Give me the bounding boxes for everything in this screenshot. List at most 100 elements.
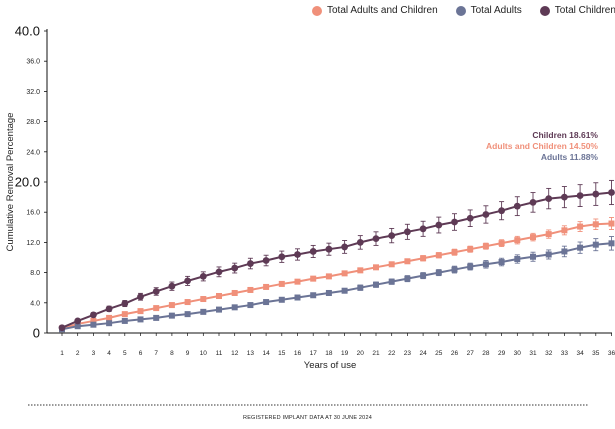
legend-label-adults: Total Adults <box>470 5 522 16</box>
data-point <box>106 320 113 327</box>
x-tick-label: 4 <box>107 350 111 357</box>
data-point <box>325 289 332 296</box>
y-tick-label: 16.0 <box>26 210 40 217</box>
x-tick-label: 27 <box>467 350 475 357</box>
data-point <box>106 314 113 321</box>
data-point <box>435 252 442 259</box>
data-point <box>482 261 489 268</box>
data-point <box>231 264 239 272</box>
data-point <box>215 268 223 276</box>
x-tick-label: 17 <box>310 350 318 357</box>
data-point <box>545 251 552 258</box>
x-tick-label: 2 <box>76 350 80 357</box>
x-tick-label: 20 <box>357 350 365 357</box>
data-point <box>74 323 81 330</box>
data-point <box>90 317 97 324</box>
data-point <box>325 273 332 280</box>
y-tick-label: 4.0 <box>30 300 40 307</box>
y-axis-title: Cumulative Removal Percentage <box>5 113 16 252</box>
series-1 <box>59 236 615 333</box>
data-point <box>168 312 175 319</box>
data-point <box>137 308 144 315</box>
legend-label-children: Total Children <box>554 5 615 16</box>
data-point <box>325 245 333 253</box>
data-point <box>373 281 379 288</box>
x-tick-label: 21 <box>372 350 380 357</box>
data-point <box>498 259 505 266</box>
data-point <box>294 294 301 301</box>
data-point <box>294 278 301 285</box>
x-tick-label: 14 <box>262 350 270 357</box>
series-line <box>61 222 612 330</box>
y-tick-label: 40.0 <box>15 24 40 39</box>
data-point <box>341 287 348 294</box>
y-tick-label: 36.0 <box>26 59 40 66</box>
y-tick-label: 32.0 <box>26 89 40 96</box>
x-tick-label: 7 <box>154 350 158 357</box>
data-point <box>577 223 584 230</box>
data-point <box>608 189 615 196</box>
x-tick-label: 23 <box>404 350 412 357</box>
x-tick-label: 22 <box>388 350 396 357</box>
data-point <box>530 253 536 260</box>
data-point <box>530 234 536 241</box>
legend-item-children[interactable]: Total Children <box>539 5 615 16</box>
data-point <box>294 251 301 258</box>
x-tick-label: 26 <box>451 350 459 357</box>
y-tick-label: 28.0 <box>26 119 40 126</box>
annotation-layer: Children 18.61%Adults and Children 14.50… <box>486 130 598 162</box>
data-point <box>419 225 427 233</box>
data-point <box>247 302 254 309</box>
x-tick-label: 3 <box>92 350 96 357</box>
x-tick-label: 12 <box>231 350 239 357</box>
legend-item-adults-and-children[interactable]: Total Adults and Children <box>312 5 438 16</box>
x-tick-label: 31 <box>529 350 537 357</box>
x-tick-label: 9 <box>186 350 190 357</box>
legend-item-adults[interactable]: Total Adults <box>455 5 522 16</box>
y-tick-label: 20.0 <box>15 175 40 190</box>
annotation-label: Adults and Children 14.50% <box>486 141 598 151</box>
data-point <box>184 277 192 285</box>
x-tick-label: 19 <box>341 350 349 357</box>
data-point <box>263 299 270 306</box>
x-tick-label: 35 <box>592 350 600 357</box>
footer-note: REGISTERED IMPLANT DATA AT 30 JUNE 2024 <box>243 415 372 421</box>
series-line <box>61 191 612 329</box>
data-point <box>153 314 160 321</box>
data-point <box>561 248 568 255</box>
data-point <box>592 221 599 228</box>
x-tick-label: 8 <box>170 350 174 357</box>
x-axis: 1 2 3 4 5 6 7 8 9 10 11 12 13 14 15 16 17 18 19 20 21 22 23 24 2… <box>47 332 615 371</box>
data-point <box>168 302 175 309</box>
x-tick-label: 1 <box>60 350 64 357</box>
data-point <box>121 311 128 318</box>
data-point <box>529 198 537 206</box>
data-point <box>152 288 160 295</box>
data-point <box>74 317 82 325</box>
data-point <box>341 270 348 277</box>
series-line <box>61 242 612 331</box>
data-point <box>608 240 615 247</box>
series-layer <box>58 179 615 333</box>
data-point <box>309 248 317 255</box>
legend-marker-adults-and-children <box>312 5 322 16</box>
data-point <box>121 317 128 324</box>
data-point <box>467 263 474 270</box>
x-tick-label: 10 <box>200 350 208 357</box>
data-point <box>137 293 144 301</box>
x-tick-label: 28 <box>482 350 490 357</box>
data-point <box>514 237 521 244</box>
data-point <box>310 292 317 299</box>
data-point <box>199 272 207 280</box>
data-point <box>231 289 238 296</box>
data-point <box>577 244 584 251</box>
data-point <box>482 243 489 250</box>
data-point <box>184 311 191 318</box>
x-axis-title: Years of use <box>304 360 356 371</box>
data-point <box>435 221 443 229</box>
y-tick-label: 12.0 <box>26 240 40 247</box>
data-point <box>262 257 270 264</box>
x-tick-label: 33 <box>561 350 569 357</box>
data-point <box>263 283 270 290</box>
x-tick-label: 29 <box>498 350 506 357</box>
